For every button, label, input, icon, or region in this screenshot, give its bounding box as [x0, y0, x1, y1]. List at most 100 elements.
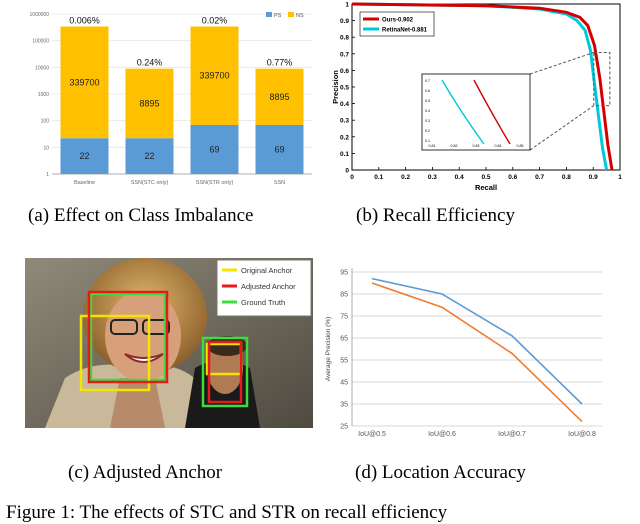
figure-caption: Figure 1: The effects of STC and STR on …	[6, 502, 448, 523]
y-axis-label: Precision	[331, 70, 340, 104]
chart-location-accuracy: 25 35 45 55 65 75 85 95 IoU@0.5 IoU@0.6 IoU@0.7 IoU…	[325, 268, 602, 438]
man-ground-truth-box	[201, 336, 249, 408]
y-tick-label: 1	[345, 2, 349, 9]
zoom-connector	[529, 105, 595, 151]
legend-label: Ours-0.902	[382, 18, 414, 24]
inset-x-tick-label: 0.83	[473, 144, 480, 148]
x-tick-label: 0.3	[428, 174, 437, 181]
x-tick-label: IoU@0.8	[568, 431, 596, 438]
zoom-connector	[529, 52, 594, 75]
x-tick-label: 0	[350, 174, 354, 181]
legend-swatch	[288, 12, 294, 17]
x-tick-label: SSN	[274, 180, 285, 186]
y-axis-label: Average Precision (%)	[325, 317, 332, 382]
y-tick-label: 10	[43, 145, 49, 151]
x-tick-label: IoU@0.5	[358, 431, 386, 438]
woman-original-anchor-box	[79, 314, 151, 392]
x-tick-label: SSN(STR only)	[196, 180, 234, 186]
photo-adjusted-anchor: Original Anchor Adjusted Anchor Ground Tru…	[25, 258, 313, 428]
data-label-ps: 22	[79, 151, 89, 161]
x-axis-label: Recall	[475, 183, 497, 192]
inset-y-tick-label: 0.3	[425, 119, 430, 123]
y-tick-label: 0.2	[340, 134, 349, 141]
x-tick-label: IoU@0.6	[428, 431, 456, 438]
caption-c: (c) Adjusted Anchor	[68, 462, 223, 483]
data-label-ps: 69	[274, 144, 284, 154]
inset-y-tick-label: 0.2	[425, 129, 430, 133]
inset-x-tick-label: 0.84	[495, 144, 502, 148]
x-tick-label: Baseline	[74, 180, 95, 186]
legend-label: PS	[274, 13, 282, 19]
legend-label: RetinaNet-0.881	[382, 28, 428, 34]
y-tick-label: 0.5	[340, 85, 349, 92]
y-tick-label: 100	[41, 119, 50, 125]
y-tick-label: 1000	[38, 92, 49, 98]
x-tick-label: 0.7	[535, 174, 544, 181]
woman-adjusted-anchor-box	[87, 290, 169, 384]
y-tick-label: 1000000	[30, 12, 49, 18]
woman-smile	[124, 353, 164, 363]
chart-class-imbalance: 1 10 100 1000 10000 100000 1000000 22 339700 0.00…	[30, 12, 312, 186]
photo-legend-label: Adjusted Anchor	[241, 282, 296, 291]
caption-d: (d) Location Accuracy	[355, 462, 526, 483]
data-label-ps: 22	[144, 151, 154, 161]
y-tick-label: 0	[345, 168, 349, 175]
photo-legend-label: Original Anchor	[241, 266, 293, 275]
inset-series-line	[441, 79, 485, 145]
photo-legend: Original Anchor Adjusted Anchor Ground Tru…	[216, 259, 312, 317]
series-line	[371, 282, 583, 423]
inset-x-tick-label: 0.81	[429, 144, 436, 148]
x-tick-label: IoU@0.7	[498, 431, 526, 438]
x-tick-label: 0.9	[589, 174, 598, 181]
bar-ps	[255, 124, 304, 174]
x-tick-label: 0.2	[401, 174, 410, 181]
bar-ns	[60, 26, 109, 139]
percent-label: 0.006%	[69, 16, 100, 26]
x-tick-label: 0.1	[374, 174, 383, 181]
inset-y-tick-label: 0.1	[425, 139, 430, 143]
y-tick-label: 0.7	[340, 51, 349, 58]
bar-ps	[60, 138, 109, 174]
legend-swatch	[266, 12, 272, 17]
x-tick-label: 0.5	[481, 174, 490, 181]
woman-glasses-left	[110, 319, 138, 335]
woman-glasses-right	[142, 319, 170, 335]
x-tick-label: 0.6	[508, 174, 517, 181]
y-tick-label: 0.8	[340, 35, 349, 42]
data-label-ns: 339700	[199, 71, 229, 81]
y-tick-label: 0.1	[340, 151, 349, 158]
percent-label: 0.24%	[137, 58, 163, 68]
y-tick-label: 100000	[32, 39, 49, 45]
y-tick-label: 25	[340, 424, 348, 431]
inset-series-line	[473, 79, 511, 145]
y-tick-label: 0.4	[340, 101, 349, 108]
x-tick-label: 0.4	[455, 174, 464, 181]
y-tick-label: 85	[340, 292, 348, 299]
inset-y-tick-label: 0.6	[425, 89, 430, 93]
y-tick-label: 0.6	[340, 68, 349, 75]
y-tick-label: 45	[340, 380, 348, 387]
series-line	[371, 277, 583, 405]
bar-ps	[125, 138, 174, 174]
zoom-region	[593, 51, 611, 107]
caption-b: (b) Recall Efficiency	[356, 205, 515, 226]
data-label-ns: 8895	[269, 92, 289, 102]
inset-y-tick-label: 0.4	[425, 109, 430, 113]
legend-box	[359, 11, 435, 37]
woman-ground-truth-box	[89, 292, 167, 382]
x-tick-label: SSN(STC only)	[131, 180, 169, 186]
data-label-ns: 339700	[69, 77, 99, 87]
inset-x-tick-label: 0.85	[517, 144, 524, 148]
inset-y-tick-label: 0.5	[425, 99, 430, 103]
percent-label: 0.02%	[202, 16, 228, 26]
y-tick-label: 65	[340, 336, 348, 343]
series-line	[351, 2, 614, 171]
chart-recall-efficiency: 0 0.1 0.2 0.3 0.4 0.5 0.6 0.7 0.8 0.9 1 0 0.1 0.2 0.3 0…	[331, 2, 622, 193]
legend-label: NS	[296, 13, 304, 19]
y-tick-label: 1	[46, 172, 49, 178]
data-label-ns: 8895	[139, 98, 159, 108]
bar-ps	[190, 124, 239, 174]
bar-ns	[255, 68, 304, 125]
percent-label: 0.77%	[267, 58, 293, 68]
y-tick-label: 55	[340, 358, 348, 365]
